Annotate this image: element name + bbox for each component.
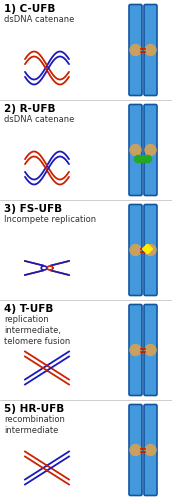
Circle shape — [145, 444, 156, 456]
FancyBboxPatch shape — [144, 104, 157, 196]
FancyBboxPatch shape — [129, 104, 142, 196]
FancyBboxPatch shape — [129, 4, 142, 96]
Circle shape — [130, 144, 141, 156]
Text: 5) HR-UFB: 5) HR-UFB — [4, 404, 64, 414]
Circle shape — [130, 344, 141, 356]
Circle shape — [145, 244, 156, 256]
FancyBboxPatch shape — [144, 4, 157, 96]
FancyBboxPatch shape — [129, 404, 142, 496]
Circle shape — [144, 156, 152, 162]
Text: recombination
intermediate: recombination intermediate — [4, 415, 65, 434]
Circle shape — [145, 344, 156, 356]
Circle shape — [145, 44, 156, 56]
FancyBboxPatch shape — [129, 304, 142, 396]
Text: dsDNA catenane: dsDNA catenane — [4, 15, 74, 24]
FancyBboxPatch shape — [144, 404, 157, 496]
Text: 3) FS-UFB: 3) FS-UFB — [4, 204, 62, 214]
Circle shape — [130, 444, 141, 456]
Polygon shape — [142, 244, 152, 254]
Polygon shape — [143, 244, 153, 254]
Circle shape — [145, 144, 156, 156]
Text: replication
intermediate,
telomere fusion: replication intermediate, telomere fusio… — [4, 315, 70, 346]
FancyBboxPatch shape — [144, 304, 157, 396]
FancyBboxPatch shape — [129, 204, 142, 296]
Text: Incompete replication: Incompete replication — [4, 215, 96, 224]
Circle shape — [135, 156, 142, 162]
Circle shape — [139, 156, 147, 162]
Text: dsDNA catenane: dsDNA catenane — [4, 115, 74, 124]
Text: 4) T-UFB: 4) T-UFB — [4, 304, 53, 314]
Text: 2) R-UFB: 2) R-UFB — [4, 104, 56, 114]
Circle shape — [130, 244, 141, 256]
Text: 1) C-UFB: 1) C-UFB — [4, 4, 55, 14]
Circle shape — [130, 44, 141, 56]
FancyBboxPatch shape — [144, 204, 157, 296]
